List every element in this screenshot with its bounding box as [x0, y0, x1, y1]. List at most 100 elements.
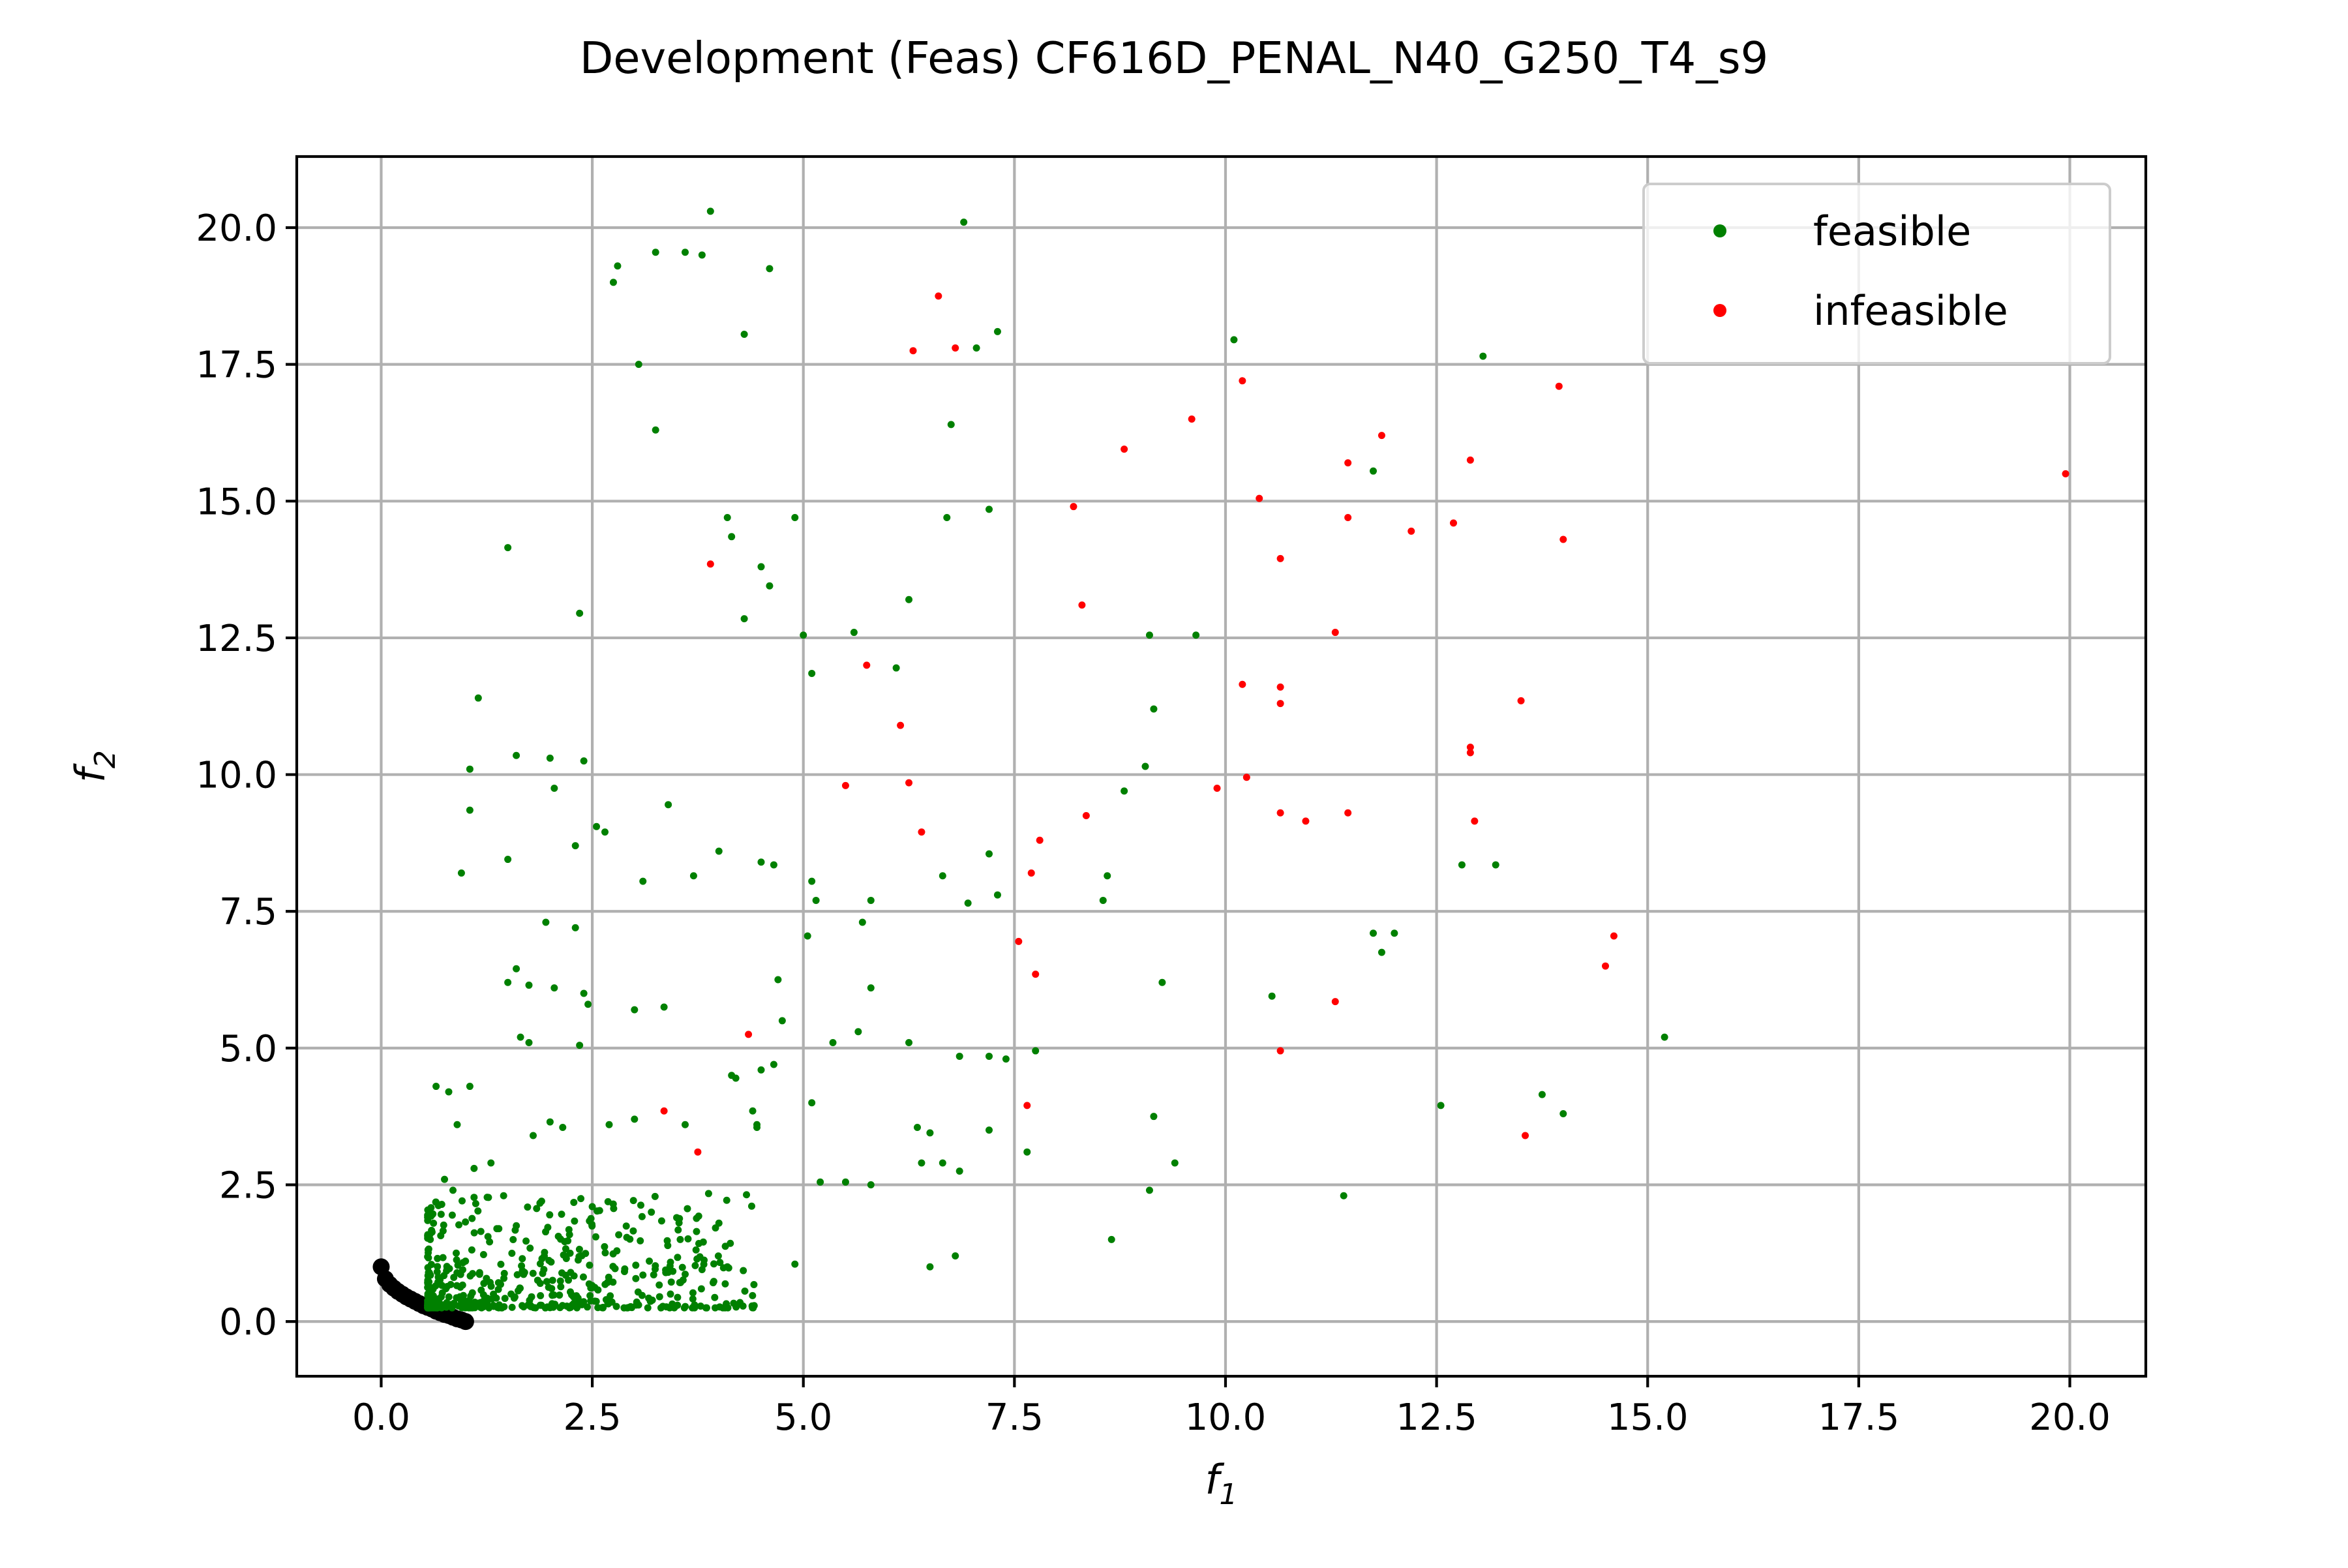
feasible-point — [470, 1229, 478, 1237]
feasible-point — [702, 1304, 710, 1312]
y-tick-label: 12.5 — [196, 618, 277, 660]
infeasible-point — [1121, 445, 1128, 453]
feasible-point — [609, 1278, 617, 1286]
feasible-point — [511, 1226, 519, 1234]
infeasible-point — [863, 661, 871, 669]
feasible-point — [749, 1304, 757, 1312]
feasible-point — [739, 1302, 747, 1310]
feasible-point — [542, 1228, 550, 1236]
feasible-point — [710, 1260, 717, 1268]
feasible-point — [433, 1268, 441, 1276]
feasible-point — [468, 1303, 475, 1310]
x-tick-label: 5.0 — [774, 1396, 832, 1439]
feasible-point — [791, 513, 799, 521]
infeasible-point — [1188, 415, 1196, 423]
feasible-point — [648, 1296, 656, 1304]
infeasible-point — [1407, 527, 1415, 535]
feasible-point — [534, 1276, 541, 1284]
feasible-point — [537, 1291, 545, 1299]
axis-ticks: 0.0 2.5 5.0 7.5 10.0 12.5 15.0 17.5 20.0 0.0 2.5 5.… — [196, 207, 2111, 1439]
infeasible-point — [1239, 377, 1246, 385]
feasible-point — [749, 1291, 757, 1299]
feasible-point — [576, 609, 584, 617]
feasible-point — [529, 1269, 537, 1277]
feasible-point — [575, 1252, 583, 1260]
feasible-point — [939, 872, 946, 880]
feasible-point — [812, 896, 820, 904]
feasible-point — [723, 513, 731, 521]
feasible-point — [631, 1006, 639, 1014]
feasible-point — [791, 1260, 799, 1268]
feasible-point — [986, 850, 993, 858]
feasible-point — [1158, 978, 1166, 986]
feasible-point — [468, 1214, 476, 1222]
feasible-point — [550, 785, 558, 792]
feasible-point — [1150, 1113, 1158, 1121]
feasible-point — [669, 1267, 677, 1275]
feasible-point — [466, 1272, 474, 1280]
feasible-point — [563, 1302, 571, 1310]
feasible-point — [437, 1211, 445, 1218]
feasible-point — [548, 1300, 556, 1308]
feasible-point — [509, 1235, 517, 1243]
feasible-point — [657, 1217, 665, 1225]
feasible-point — [584, 1303, 592, 1311]
feasible-point — [743, 1191, 751, 1199]
y-tick-label: 17.5 — [196, 344, 277, 387]
feasible-point — [1370, 467, 1377, 475]
feasible-point — [691, 1261, 699, 1269]
feasible-point — [1661, 1033, 1668, 1041]
infeasible-point — [1070, 503, 1077, 511]
feasible-point — [749, 1107, 757, 1115]
feasible-point — [663, 1303, 670, 1311]
feasible-point — [511, 1293, 519, 1301]
feasible-point — [424, 1292, 432, 1300]
feasible-point — [570, 1198, 578, 1206]
feasible-point — [549, 1291, 556, 1299]
feasible-point — [947, 421, 955, 429]
feasible-point — [678, 1263, 686, 1271]
feasible-point — [728, 533, 736, 541]
feasible-point — [956, 1168, 963, 1175]
feasible-point — [774, 976, 782, 984]
infeasible-point — [1276, 554, 1284, 562]
feasible-point — [682, 1303, 689, 1310]
feasible-point — [427, 1285, 434, 1293]
feasible-point — [533, 1205, 541, 1213]
feasible-point — [655, 1293, 663, 1301]
feasible-point — [620, 1304, 628, 1312]
feasible-point — [644, 1304, 652, 1312]
y-tick-label: 5.0 — [219, 1028, 277, 1070]
feasible-point — [481, 1296, 489, 1304]
feasible-point — [669, 1303, 676, 1311]
feasible-point — [952, 1252, 959, 1260]
feasible-point — [458, 1197, 466, 1205]
feasible-point — [1002, 1055, 1010, 1063]
feasible-point — [445, 1265, 453, 1273]
infeasible-point — [841, 781, 849, 789]
feasible-point — [681, 249, 689, 256]
feasible-point — [580, 989, 588, 997]
feasible-point — [629, 1227, 637, 1235]
feasible-point — [696, 1253, 704, 1261]
feasible-point — [584, 1001, 592, 1008]
feasible-point — [867, 896, 875, 904]
feasible-point — [986, 1052, 993, 1060]
feasible-point — [472, 1199, 479, 1207]
feasible-point — [524, 1203, 532, 1211]
feasible-point — [620, 1267, 628, 1275]
feasible-point — [614, 262, 622, 270]
feasible-point — [438, 1304, 445, 1312]
infeasible-point — [1522, 1132, 1529, 1139]
infeasible-point — [745, 1031, 753, 1038]
feasible-point — [704, 1190, 712, 1198]
feasible-point — [721, 1280, 729, 1288]
feasible-point — [453, 1121, 461, 1128]
feasible-point — [719, 1264, 727, 1272]
feasible-point — [453, 1256, 460, 1264]
feasible-point — [715, 1303, 723, 1311]
feasible-point — [660, 1003, 668, 1011]
feasible-point — [575, 1300, 582, 1308]
feasible-point — [604, 1299, 612, 1306]
y-tick-label: 0.0 — [219, 1301, 277, 1344]
